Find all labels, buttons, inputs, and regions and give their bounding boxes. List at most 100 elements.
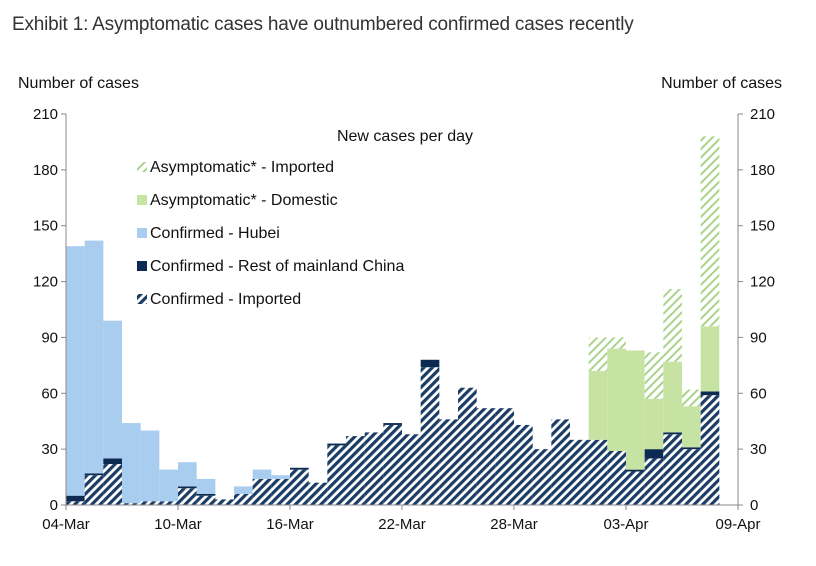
y-tick-label-right-60: 60 <box>750 385 767 402</box>
bar-rest_mainland-06-Mar <box>103 458 122 465</box>
bar-asym_domestic-05-Apr <box>663 361 682 433</box>
y-tick-label-left-210: 210 <box>33 106 58 123</box>
bar-imported_confirmed-02-Apr <box>607 451 626 505</box>
bar-imported_confirmed-15-Mar <box>271 478 290 505</box>
x-tick-label-16-Mar: 16-Mar <box>266 516 314 533</box>
y-axis-label-right: Number of cases <box>661 75 782 92</box>
bar-imported_confirmed-03-Apr <box>626 471 645 505</box>
bar-asym_domestic-03-Apr <box>626 350 645 470</box>
bar-imported_confirmed-08-Mar <box>140 501 160 505</box>
y-tick-label-right-180: 180 <box>750 162 775 179</box>
bar-imported_confirmed-14-Mar <box>252 478 272 505</box>
bar-asym_domestic-06-Apr <box>682 406 701 448</box>
bar-hubei-13-Mar <box>234 486 253 494</box>
bar-hubei-05-Mar <box>84 240 104 474</box>
bar-rest_mainland-18-Mar <box>327 443 346 446</box>
bar-asym_domestic-07-Apr <box>700 326 720 392</box>
bar-asym_imported-01-Apr <box>588 337 608 371</box>
y-tick-label-right-0: 0 <box>750 497 758 514</box>
bar-imported_confirmed-09-Mar <box>159 501 178 505</box>
bar-imported_confirmed-28-Mar <box>514 424 533 505</box>
bar-asym_imported-04-Apr <box>644 352 664 399</box>
bar-imported_confirmed-31-Mar <box>570 439 589 505</box>
bar-imported_confirmed-11-Mar <box>196 495 216 505</box>
x-tick-label-10-Mar: 10-Mar <box>154 516 202 533</box>
exhibit-title: Exhibit 1: Asymptomatic cases have outnu… <box>12 14 634 35</box>
bar-rest_mainland-05-Apr <box>663 432 682 435</box>
bar-rest_mainland-07-Apr <box>700 391 720 396</box>
y-axis-label-left: Number of cases <box>18 75 139 92</box>
y-tick-label-right-90: 90 <box>750 329 767 346</box>
bar-imported_confirmed-01-Apr <box>588 439 608 505</box>
bar-imported_confirmed-06-Apr <box>682 449 701 505</box>
bar-hubei-11-Mar <box>196 478 216 494</box>
bar-asym_imported-06-Apr <box>682 389 701 407</box>
bar-imported_confirmed-20-Mar <box>364 432 384 505</box>
x-tick-label-09-Apr: 09-Apr <box>715 516 760 533</box>
bar-imported_confirmed-21-Mar <box>383 424 402 505</box>
y-tick-label-left-0: 0 <box>50 497 58 514</box>
bar-hubei-09-Mar <box>159 469 178 502</box>
bar-rest_mainland-04-Apr <box>644 449 664 459</box>
legend-swatch-hubei <box>137 228 147 238</box>
bar-rest_mainland-05-Mar <box>84 473 104 476</box>
bar-imported_confirmed-17-Mar <box>308 482 328 505</box>
y-tick-label-left-180: 180 <box>33 162 58 179</box>
legend-swatch-asym_imported <box>137 162 147 172</box>
y-tick-label-right-120: 120 <box>750 274 775 291</box>
bar-rest_mainland-21-Mar <box>383 423 402 425</box>
bar-hubei-10-Mar <box>178 462 197 487</box>
bar-rest_mainland-23-Mar <box>420 359 440 368</box>
legend-swatch-rest_mainland <box>137 261 147 271</box>
bar-imported_confirmed-27-Mar <box>495 408 514 505</box>
bar-imported_confirmed-12-Mar <box>215 499 234 505</box>
bar-imported_confirmed-22-Mar <box>402 434 421 505</box>
bar-hubei-08-Mar <box>140 430 160 502</box>
axes-layer: 0 0 30 30 60 60 90 90 120 120 150 150 180 180 210 210 04… <box>33 106 775 533</box>
legend: Asymptomatic* - Imported Asymptomatic* - … <box>137 159 404 308</box>
bar-imported_confirmed-05-Mar <box>84 475 104 505</box>
bar-hubei-04-Mar <box>66 246 85 496</box>
bar-imported_confirmed-19-Mar <box>346 436 365 505</box>
bars-layer <box>66 136 720 505</box>
x-tick-label-04-Mar: 04-Mar <box>42 516 90 533</box>
y-tick-label-left-60: 60 <box>41 385 58 402</box>
bar-imported_confirmed-24-Mar <box>439 419 458 505</box>
bar-imported_confirmed-23-Mar <box>420 367 440 505</box>
bar-imported_confirmed-18-Mar <box>327 445 346 505</box>
legend-label-asym_imported: Asymptomatic* - Imported <box>150 159 334 176</box>
bar-imported_confirmed-07-Mar <box>122 503 141 505</box>
bar-imported_confirmed-29-Mar <box>532 449 552 505</box>
bar-asym_imported-07-Apr <box>700 136 720 327</box>
bar-imported_confirmed-07-Apr <box>700 395 720 505</box>
y-tick-label-left-150: 150 <box>33 218 58 235</box>
bar-asym_domestic-01-Apr <box>588 370 608 440</box>
y-tick-label-left-120: 120 <box>33 274 58 291</box>
legend-label-rest_mainland: Confirmed - Rest of mainland China <box>150 258 404 275</box>
bar-imported_confirmed-13-Mar <box>234 493 253 505</box>
chart-title: New cases per day <box>337 128 473 145</box>
legend-swatch-asym_domestic <box>137 195 147 205</box>
legend-label-hubei: Confirmed - Hubei <box>150 225 280 242</box>
y-tick-label-right-210: 210 <box>750 106 775 123</box>
bar-rest_mainland-16-Mar <box>290 467 309 470</box>
bar-imported_confirmed-04-Apr <box>644 458 664 505</box>
legend-label-asym_domestic: Asymptomatic* - Domestic <box>150 192 338 209</box>
bar-rest_mainland-06-Apr <box>682 447 701 450</box>
bar-hubei-07-Mar <box>122 423 141 504</box>
bar-imported_confirmed-26-Mar <box>476 408 496 505</box>
bar-rest_mainland-10-Mar <box>178 486 197 489</box>
bar-asym_imported-02-Apr <box>607 337 626 349</box>
bar-rest_mainland-11-Mar <box>196 493 216 496</box>
bar-hubei-15-Mar <box>271 475 290 479</box>
legend-swatch-imported_confirmed <box>137 294 147 304</box>
bar-rest_mainland-03-Apr <box>626 469 645 472</box>
bar-imported_confirmed-04-Mar <box>66 501 85 505</box>
bar-asym_domestic-04-Apr <box>644 398 664 450</box>
bar-asym_imported-05-Apr <box>663 289 682 362</box>
y-tick-label-left-30: 30 <box>41 441 58 458</box>
legend-label-imported_confirmed: Confirmed - Imported <box>150 291 301 308</box>
bar-imported_confirmed-10-Mar <box>178 488 197 505</box>
x-tick-label-03-Apr: 03-Apr <box>603 516 648 533</box>
